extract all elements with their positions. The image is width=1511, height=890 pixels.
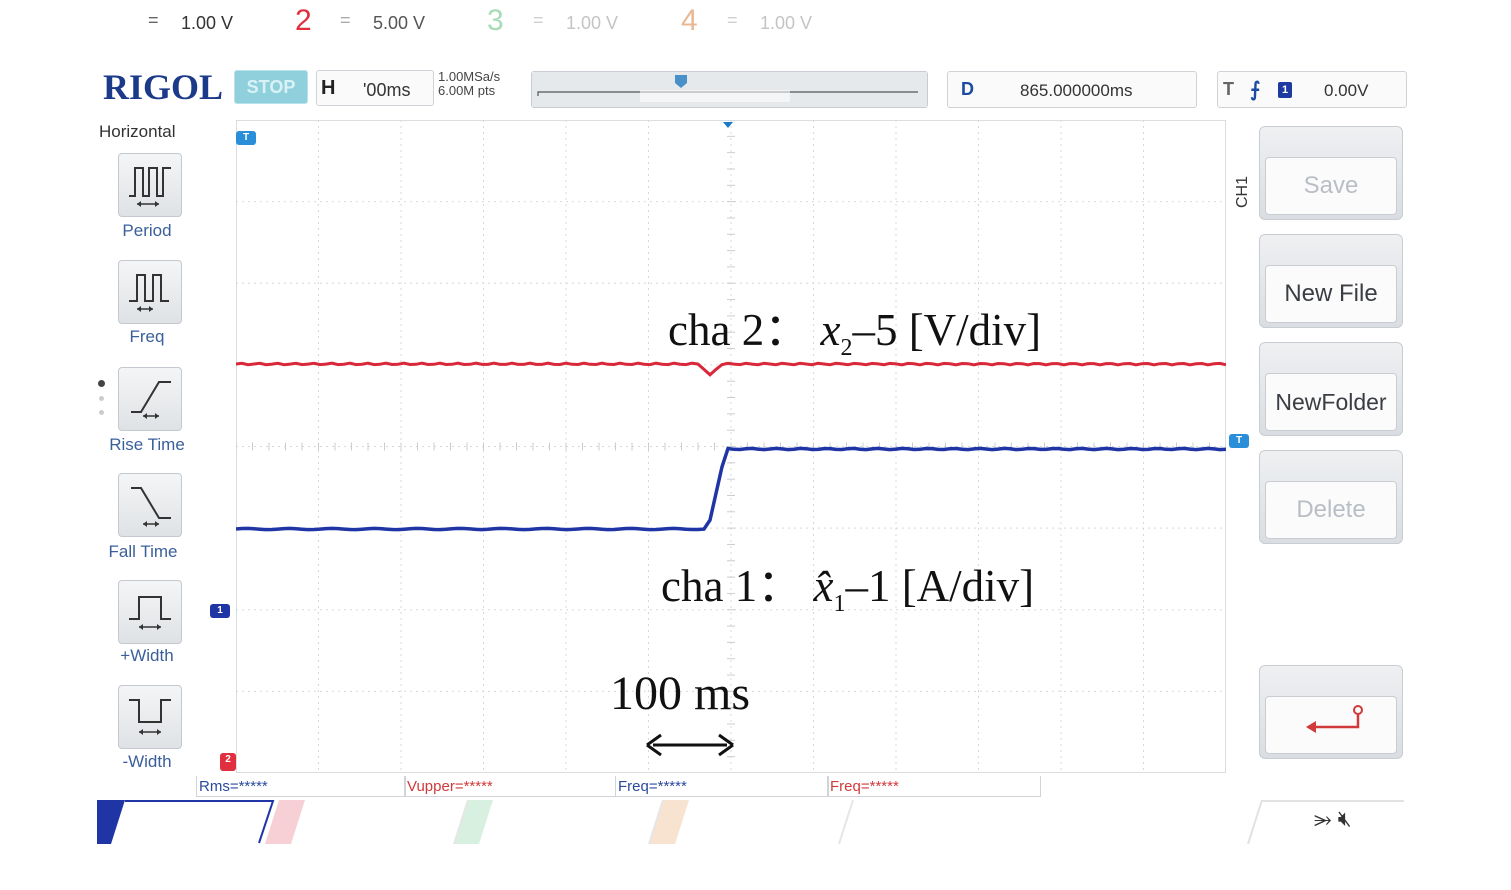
new-folder-softkey[interactable]: NewFolder — [1259, 342, 1403, 436]
channel-4-scale: 1.00 V — [760, 13, 813, 33]
trigger-level: 0.00V — [1324, 81, 1369, 100]
negative-width-icon — [129, 699, 171, 735]
measurement-rms[interactable]: Rms=***** — [196, 776, 406, 797]
memory-waveform-preview — [532, 72, 927, 107]
negative-width-label: -Width — [122, 752, 172, 771]
trigger-label: T — [1223, 79, 1234, 99]
channel-bar-background — [97, 800, 854, 844]
memory-overview-window[interactable] — [531, 71, 928, 108]
channel-3-scale: 1.00 V — [566, 13, 619, 33]
delay-value: 865.000000ms — [1020, 81, 1133, 100]
channel-2-annotation: cha 2： x2–5 [V/div] — [668, 305, 1042, 361]
freq-label: Freq — [129, 327, 165, 346]
rising-edge-icon: ⨍ — [1250, 79, 1261, 101]
softkey-menu: Save New File NewFolder Delete — [1256, 120, 1411, 770]
status-icons: ⭃ 🔇︎ — [1314, 806, 1352, 832]
trigger-source: 1 — [1278, 82, 1292, 98]
channel-3-coupling: = — [533, 10, 544, 30]
memory-depth: 6.00M pts — [438, 83, 496, 98]
channel-2-indicator[interactable]: 2 = 5.00 V — [292, 0, 472, 44]
channel-4-number: 4 — [681, 4, 698, 37]
horizontal-timebase-field[interactable]: H '00ms — [316, 70, 434, 106]
trigger-time-marker: T — [236, 131, 256, 145]
menu-page-indicator — [98, 380, 105, 424]
new-file-softkey[interactable]: New File — [1259, 234, 1403, 328]
new-file-label: New File — [1265, 265, 1397, 323]
channel-2-number: 2 — [295, 4, 312, 37]
rise-time-label: Rise Time — [109, 435, 185, 454]
period-icon — [129, 167, 171, 207]
new-folder-label: NewFolder — [1265, 373, 1397, 431]
trigger-field[interactable]: T ⨍ 1 0.00V — [1217, 71, 1407, 108]
waveform-display[interactable] — [236, 120, 1226, 773]
period-button[interactable] — [118, 153, 182, 217]
status-area-background — [1247, 800, 1404, 844]
channel-4-coupling: = — [727, 10, 738, 30]
measure-menu-title: Horizontal — [99, 122, 176, 141]
delete-softkey[interactable]: Delete — [1259, 450, 1403, 544]
page-dot — [99, 396, 104, 401]
channel-1-coupling: = — [148, 10, 159, 30]
channel-4-indicator[interactable]: 4 = 1.00 V — [680, 0, 860, 44]
channel-2-waveform — [236, 361, 1226, 377]
return-face — [1265, 696, 1397, 754]
rise-time-icon — [131, 381, 171, 419]
fall-time-label: Fall Time — [108, 542, 178, 561]
trigger-level-marker[interactable]: T — [1229, 434, 1249, 448]
channel-3-indicator[interactable]: 3 = 1.00 V — [485, 0, 665, 44]
positive-width-button[interactable] — [118, 580, 182, 644]
period-label: Period — [122, 221, 172, 240]
graticule — [236, 120, 1226, 773]
run-stop-button[interactable]: STOP — [234, 70, 308, 104]
positive-width-label: +Width — [120, 646, 174, 665]
menu-channel-label: CH1 — [1234, 175, 1251, 208]
negative-width-button[interactable] — [118, 685, 182, 749]
page-dot — [99, 410, 104, 415]
delay-label: D — [961, 79, 974, 99]
channel-2-coupling: = — [340, 10, 351, 30]
channel-1-indicator[interactable]: 1 = 1.00 V — [97, 0, 277, 44]
freq-icon — [129, 274, 169, 312]
acquisition-info: 1.00MSa/s 6.00M pts — [438, 70, 500, 98]
freq-button[interactable] — [118, 260, 182, 324]
channel-1-annotation: cha 1： x̂1–1 [A/div] — [661, 561, 1035, 617]
delay-field[interactable]: D 865.000000ms — [947, 71, 1197, 108]
channel-1-waveform — [236, 446, 1226, 532]
fall-time-icon — [131, 487, 171, 527]
channel-3-number: 3 — [487, 4, 504, 37]
channel-1-scale: 1.00 V — [181, 13, 234, 33]
sample-rate: 1.00MSa/s — [438, 69, 501, 84]
time-scale-annotation: 100 ms — [610, 667, 751, 720]
fall-time-button[interactable] — [118, 473, 182, 537]
double-arrow-icon — [646, 733, 734, 757]
page-dot — [98, 380, 105, 387]
return-arrow-icon — [1306, 705, 1363, 733]
delete-label: Delete — [1265, 481, 1397, 539]
trigger-position-marker — [723, 122, 733, 128]
sound-muted-icon[interactable]: 🔇︎ — [1337, 806, 1352, 831]
positive-width-icon — [129, 596, 171, 630]
return-softkey[interactable] — [1259, 665, 1403, 759]
rise-time-button[interactable] — [118, 367, 182, 431]
rigol-logo: RIGOL — [103, 67, 224, 107]
measurement-freq-ch1[interactable]: Freq=***** — [615, 776, 829, 797]
save-softkey[interactable]: Save — [1259, 126, 1403, 220]
horizontal-label: H — [321, 77, 336, 99]
measurement-freq-ch2[interactable]: Freq=***** — [827, 776, 1041, 797]
channel-2-scale: 5.00 V — [373, 13, 426, 33]
channel-2-offset-marker[interactable]: 2 — [220, 753, 236, 771]
usb-icon: ⭃ — [1314, 806, 1332, 831]
measurement-vupper[interactable]: Vupper=***** — [404, 776, 616, 797]
save-label: Save — [1265, 157, 1397, 215]
channel-1-number: 1 — [105, 4, 122, 37]
channel-1-offset-marker[interactable]: 1 — [210, 604, 230, 618]
horizontal-timebase-value: '00ms — [363, 80, 411, 100]
